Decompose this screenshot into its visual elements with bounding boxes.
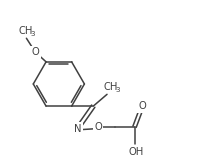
Text: CH: CH <box>18 26 33 36</box>
Text: N: N <box>74 124 81 134</box>
Text: O: O <box>31 47 39 57</box>
Text: OH: OH <box>129 147 144 157</box>
Text: 3: 3 <box>30 31 35 37</box>
Text: O: O <box>94 122 102 132</box>
Text: CH: CH <box>104 83 118 92</box>
Text: 3: 3 <box>116 87 120 93</box>
Text: O: O <box>139 101 146 111</box>
